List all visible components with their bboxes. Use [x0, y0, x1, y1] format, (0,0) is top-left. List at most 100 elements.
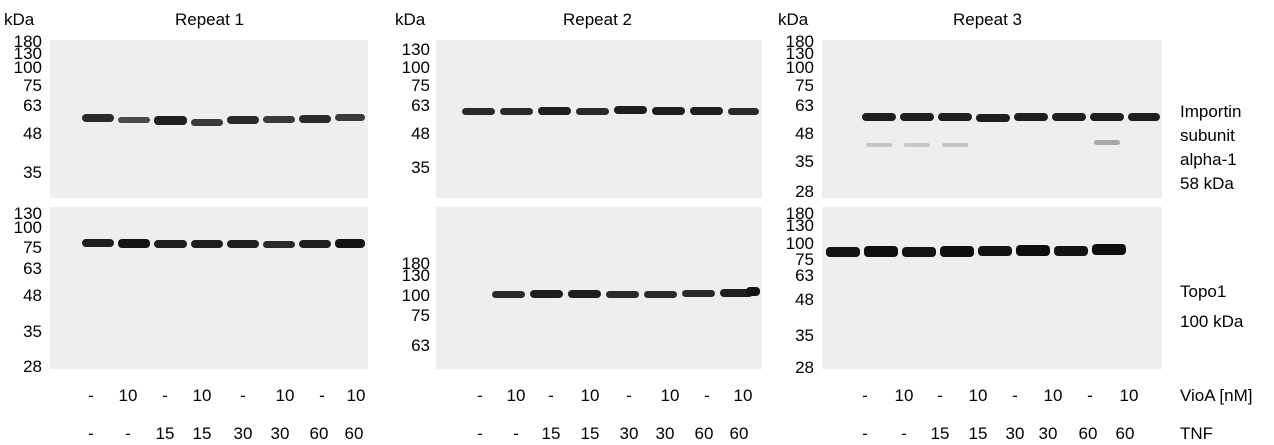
vioa-lane-label: - — [937, 386, 943, 405]
vioa-lane-label: 10 — [1043, 386, 1063, 405]
marker-label: 130 — [401, 266, 430, 285]
tnf-lane-label: 15 — [541, 424, 561, 443]
tnf-lane-label: 60 — [309, 424, 329, 443]
marker-label: 180 — [401, 254, 430, 273]
tnf-lane-label: - — [477, 424, 483, 443]
marker-label: 180 — [13, 32, 42, 51]
tnf-lane-label: 60 — [344, 424, 364, 443]
marker-label: 75 — [23, 238, 42, 257]
vioa-lane-label: - — [477, 386, 483, 405]
tnf-lane-label: 30 — [270, 424, 290, 443]
marker-label: 35 — [23, 163, 42, 182]
marker-label: 75 — [411, 306, 430, 325]
tnf-lane-label: - — [901, 424, 907, 443]
vioa-lane-label: 10 — [580, 386, 600, 405]
marker-label: 100 — [401, 286, 430, 305]
tnf-lane-label: 60 — [1115, 424, 1135, 443]
marker-label: 48 — [795, 290, 814, 309]
repeat-1-title: Repeat 1 — [175, 10, 244, 29]
vioa-lane-label: - — [1012, 386, 1018, 405]
tnf-lane-label: 15 — [155, 424, 175, 443]
vioa-row-title: VioA [nM] — [1180, 386, 1253, 405]
marker-label: 180 — [785, 32, 814, 51]
vioa-lane-label: 10 — [733, 386, 753, 405]
marker-label: 100 — [13, 58, 42, 77]
tnf-lane-label: 15 — [968, 424, 988, 443]
marker-label: 75 — [23, 76, 42, 95]
blot-repeat-3-importin — [822, 40, 1162, 198]
tnf-lane-label: 30 — [233, 424, 253, 443]
vioa-lane-label: 10 — [346, 386, 366, 405]
kda-label-3: kDa — [778, 10, 809, 29]
marker-label: 28 — [23, 357, 42, 376]
tnf-lane-label: - — [862, 424, 868, 443]
vioa-lane-label: - — [626, 386, 632, 405]
vioa-lane-label: 10 — [506, 386, 526, 405]
repeat-3-title: Repeat 3 — [953, 10, 1022, 29]
marker-label: 48 — [23, 286, 42, 305]
tnf-lane-label: 60 — [1078, 424, 1098, 443]
marker-label: 63 — [23, 259, 42, 278]
tnf-lane-label: 30 — [619, 424, 639, 443]
marker-label: 75 — [411, 76, 430, 95]
vioa-lane-label: 10 — [894, 386, 914, 405]
marker-label: 48 — [795, 124, 814, 143]
tnf-lane-label: - — [125, 424, 131, 443]
marker-label: 75 — [795, 250, 814, 269]
blot-repeat-2-importin — [436, 40, 762, 198]
marker-label: 63 — [411, 336, 430, 355]
tnf-lane-label: 30 — [1038, 424, 1058, 443]
protein-label-importin: Importin subunit alpha-1 58 kDa — [1180, 102, 1242, 193]
marker-label: 48 — [23, 124, 42, 143]
marker-label: 130 — [401, 40, 430, 59]
vioa-lane-label: - — [240, 386, 246, 405]
vioa-lane-label: 10 — [1119, 386, 1139, 405]
marker-label: 35 — [411, 158, 430, 177]
tnf-lane-label: 30 — [655, 424, 675, 443]
tnf-lane-label: 15 — [930, 424, 950, 443]
marker-label: 100 — [785, 234, 814, 253]
kda-label-2: kDa — [395, 10, 426, 29]
vioa-lane-label: - — [1087, 386, 1093, 405]
marker-label: 130 — [13, 44, 42, 63]
protein-label-topo1: Topo1 100 kDa — [1180, 282, 1244, 331]
vioa-lane-label: 10 — [118, 386, 138, 405]
vioa-lane-label: - — [548, 386, 554, 405]
marker-label: 100 — [13, 218, 42, 237]
blot-repeat-3-topo1 — [822, 207, 1162, 369]
marker-label: 63 — [795, 266, 814, 285]
tnf-lane-label: 60 — [729, 424, 749, 443]
repeat-2-title: Repeat 2 — [563, 10, 632, 29]
marker-label: 130 — [13, 204, 42, 223]
vioa-lane-label: - — [162, 386, 168, 405]
marker-label: 35 — [795, 326, 814, 345]
marker-label: 63 — [23, 96, 42, 115]
marker-label: 130 — [785, 216, 814, 235]
marker-label: 180 — [785, 204, 814, 223]
marker-label: 100 — [401, 58, 430, 77]
marker-label: 63 — [795, 96, 814, 115]
marker-label: 35 — [795, 152, 814, 171]
vioa-lane-label: 10 — [968, 386, 988, 405]
tnf-lane-label: - — [88, 424, 94, 443]
tnf-lane-label: 60 — [694, 424, 714, 443]
marker-label: 35 — [23, 322, 42, 341]
vioa-lane-label: - — [704, 386, 710, 405]
tnf-lane-label: 15 — [192, 424, 212, 443]
blot-repeat-1-topo1 — [50, 207, 368, 369]
blot-repeat-1-importin — [50, 40, 368, 198]
vioa-lane-label: 10 — [660, 386, 680, 405]
marker-label: 100 — [785, 58, 814, 77]
marker-label: 130 — [785, 44, 814, 63]
vioa-lane-label: - — [319, 386, 325, 405]
kda-label-1: kDa — [4, 10, 35, 29]
vioa-lane-label: - — [862, 386, 868, 405]
tnf-row-title: TNF — [1180, 424, 1214, 443]
vioa-lane-label: 10 — [275, 386, 295, 405]
tnf-lane-label: - — [513, 424, 519, 443]
marker-label: 63 — [411, 96, 430, 115]
tnf-lane-label: 30 — [1005, 424, 1025, 443]
vioa-lane-label: - — [88, 386, 94, 405]
marker-label: 28 — [795, 358, 814, 377]
vioa-lane-label: 10 — [192, 386, 212, 405]
